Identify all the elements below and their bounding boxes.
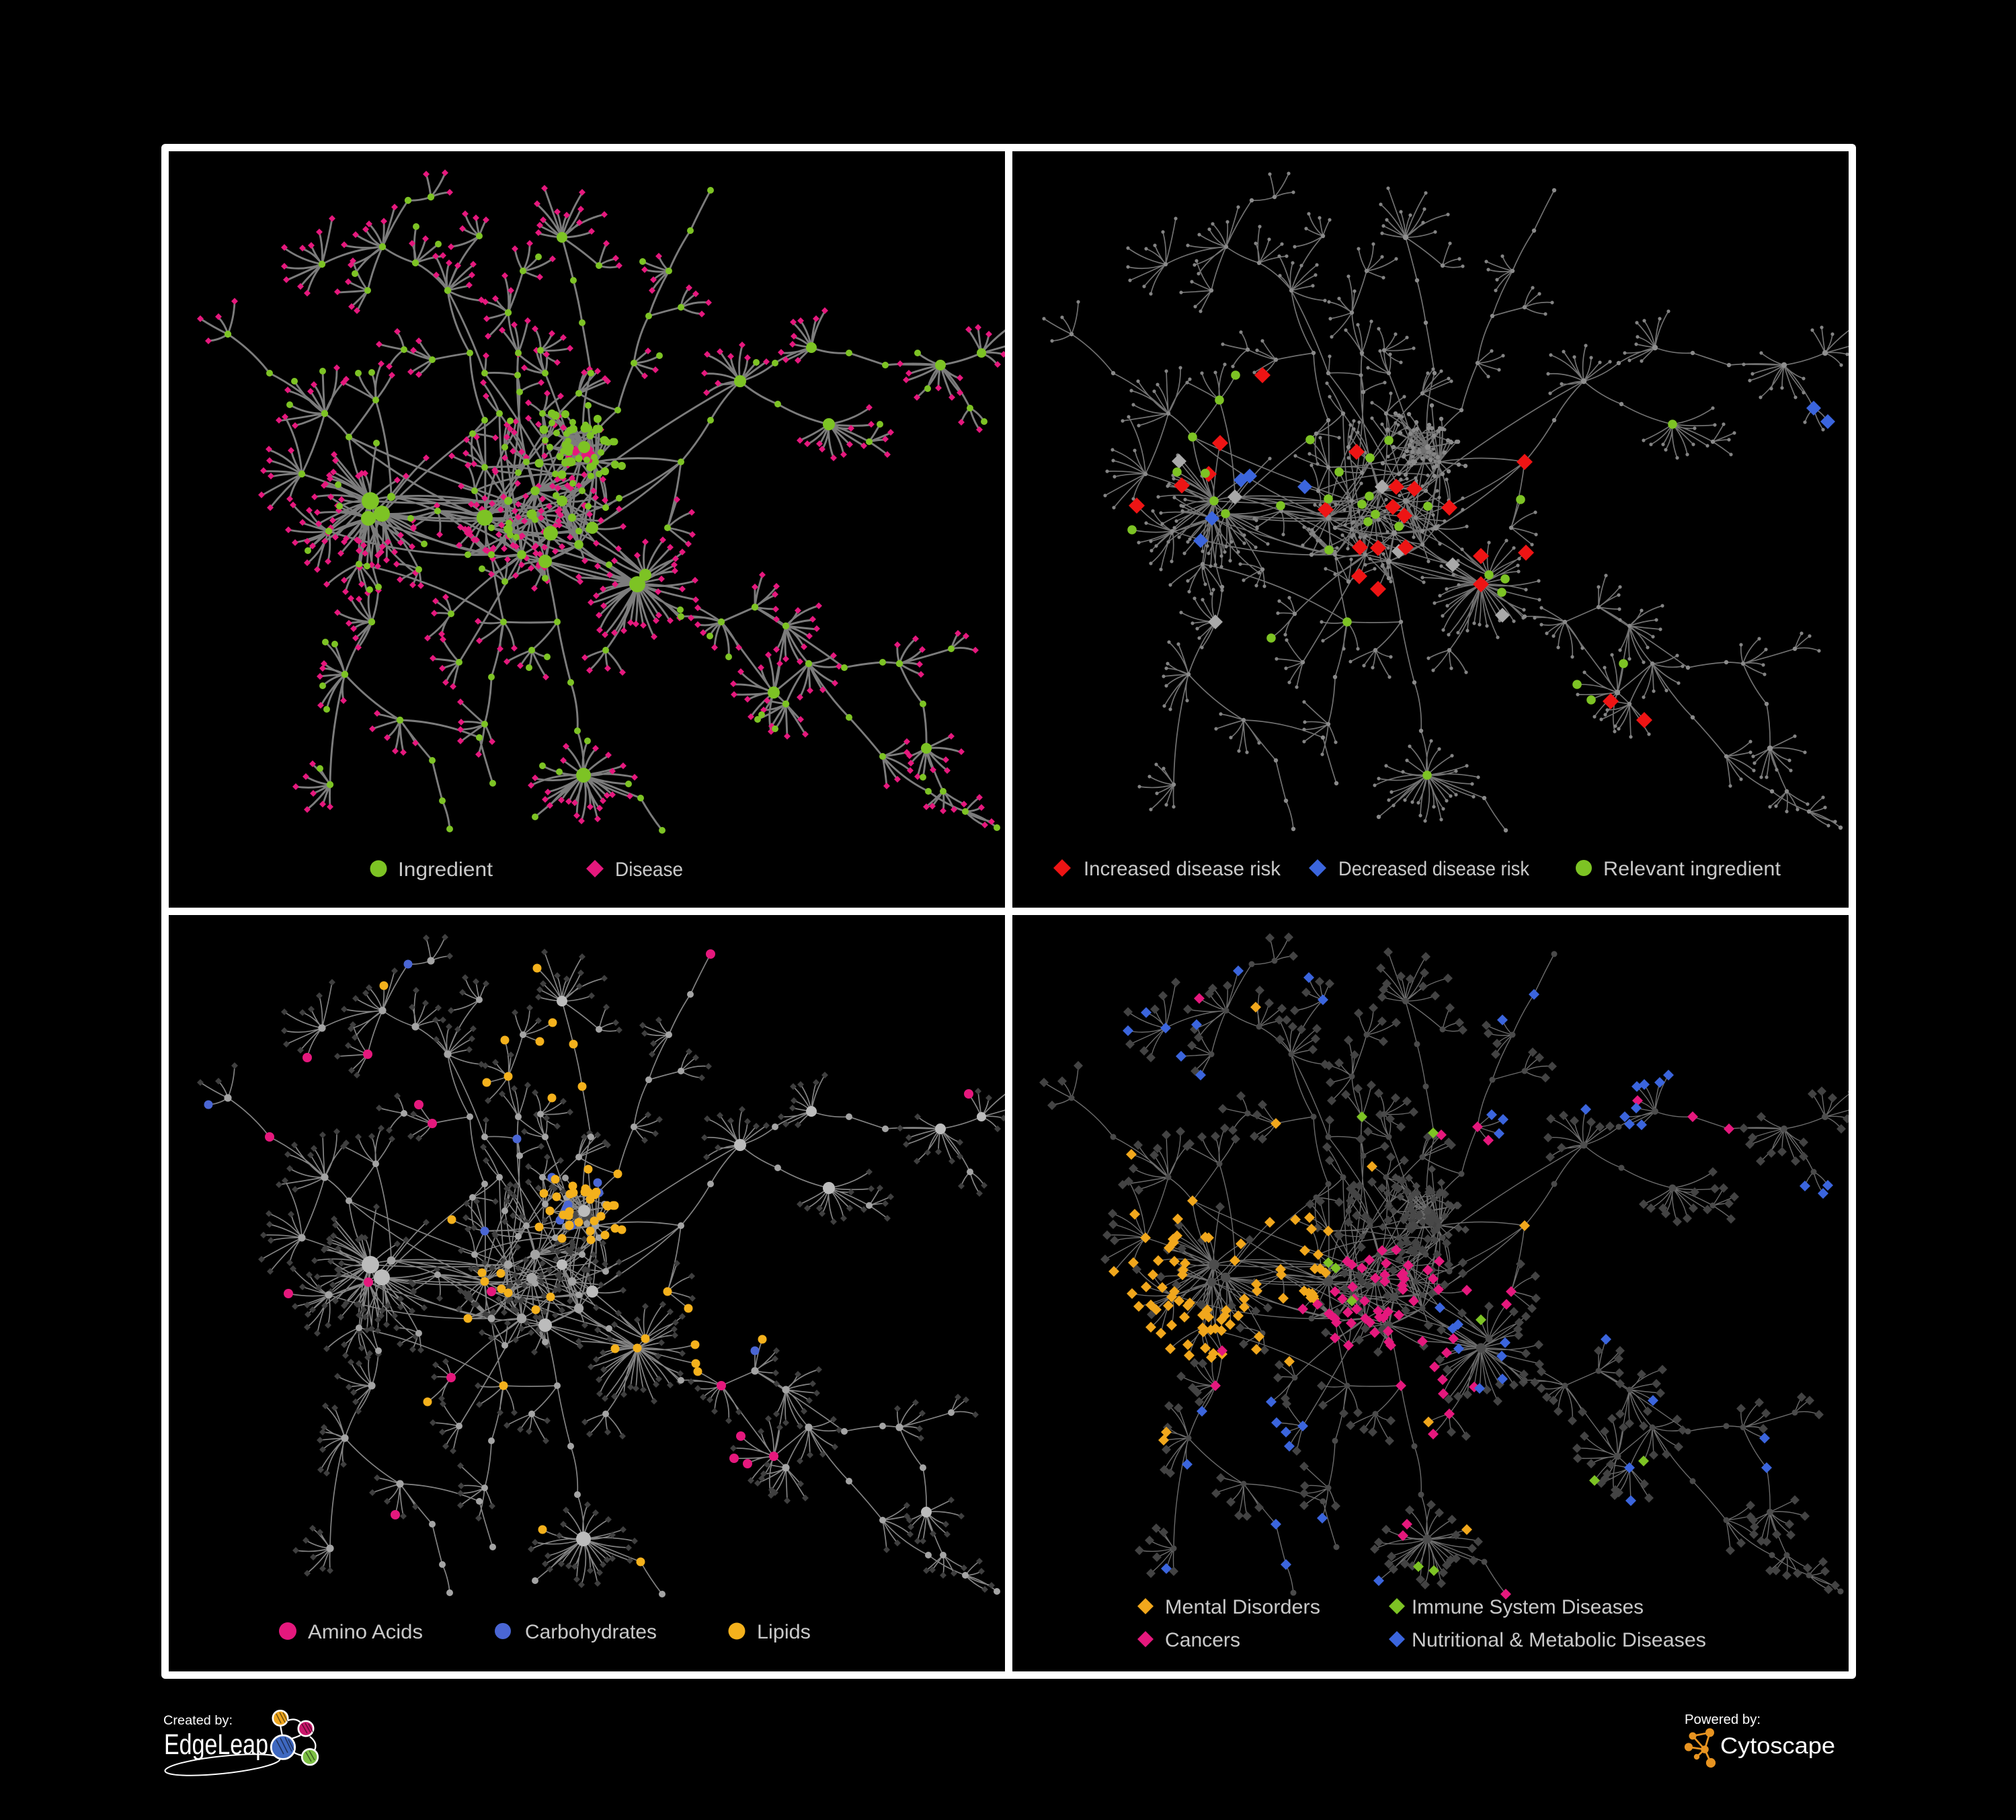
svg-text:Amino Acids: Amino Acids xyxy=(308,1621,423,1643)
svg-text:Relevant ingredient: Relevant ingredient xyxy=(1603,858,1781,880)
svg-text:Mental Disorders: Mental Disorders xyxy=(1165,1596,1320,1618)
svg-text:Increased disease risk: Increased disease risk xyxy=(1084,858,1281,880)
svg-text:Carbohydrates: Carbohydrates xyxy=(525,1621,657,1643)
svg-text:EdgeLeap: EdgeLeap xyxy=(164,1729,268,1761)
svg-text:Nutritional & Metabolic Diseas: Nutritional & Metabolic Diseases xyxy=(1412,1629,1706,1651)
svg-text:Disease: Disease xyxy=(615,859,683,881)
svg-text:Powered by:: Powered by: xyxy=(1685,1712,1761,1727)
svg-text:Cytoscape: Cytoscape xyxy=(1720,1733,1835,1759)
svg-text:Created by:: Created by: xyxy=(163,1713,233,1728)
svg-text:Lipids: Lipids xyxy=(757,1621,811,1643)
svg-text:Immune System Diseases: Immune System Diseases xyxy=(1412,1596,1644,1618)
svg-text:Decreased disease risk: Decreased disease risk xyxy=(1338,858,1530,880)
svg-text:Cancers: Cancers xyxy=(1165,1629,1240,1651)
svg-text:Ingredient: Ingredient xyxy=(398,859,493,881)
